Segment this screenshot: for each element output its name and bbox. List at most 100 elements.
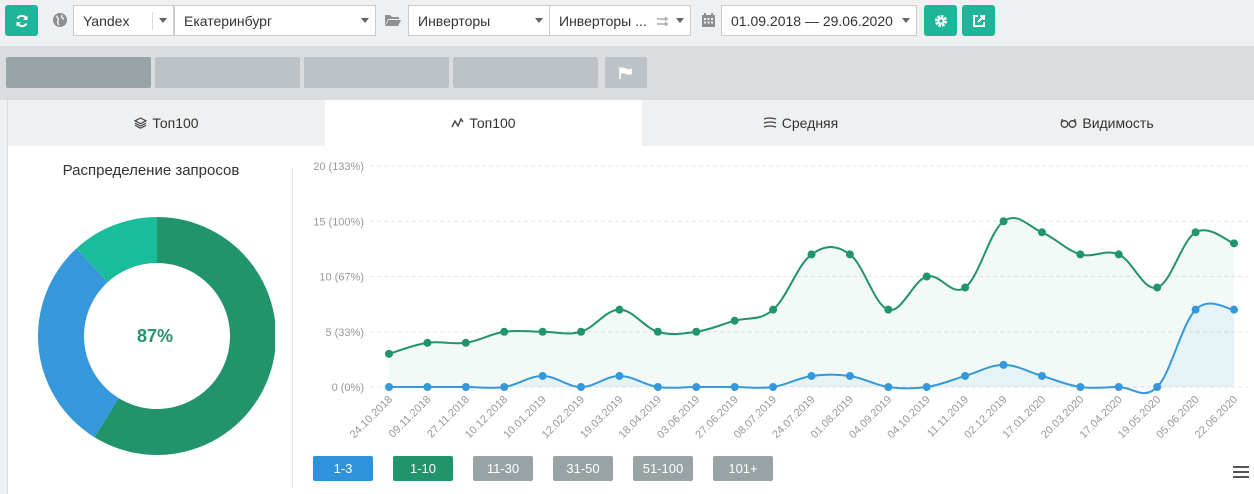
legend-button-11-30[interactable]: 11-30 xyxy=(473,456,533,481)
legend-button-51-100[interactable]: 51-100 xyxy=(633,456,693,481)
data-point[interactable] xyxy=(1114,250,1123,259)
group-select[interactable]: Инверторы ... xyxy=(549,5,691,36)
data-point[interactable] xyxy=(385,383,393,391)
tab-label: Средняя xyxy=(781,115,839,131)
tab-top100-layers[interactable]: Топ100 xyxy=(8,100,325,146)
tab-top100-chart[interactable]: Топ100 xyxy=(325,100,642,146)
data-point[interactable] xyxy=(1037,228,1046,237)
date-range-value: 01.09.2018 — 29.06.2020 xyxy=(731,12,893,29)
y-tick-label: 5 (33%) xyxy=(325,327,364,339)
y-tick-label: 10 (67%) xyxy=(319,272,364,284)
data-point[interactable] xyxy=(730,383,739,391)
data-point[interactable] xyxy=(461,338,470,347)
pie-slice-1[interactable] xyxy=(94,217,277,455)
data-point[interactable] xyxy=(999,360,1008,369)
project-value: Инверторы xyxy=(418,12,491,29)
data-point[interactable] xyxy=(1076,250,1085,259)
pie-slice-3[interactable] xyxy=(76,217,157,283)
series-area-2 xyxy=(389,303,1234,394)
refresh-button[interactable] xyxy=(5,5,38,36)
tab-label: Видимость xyxy=(1082,115,1154,131)
toolbar: Yandex Екатеринбург Инверторы Инверторы … xyxy=(0,0,1254,46)
tab-visibility[interactable]: Видимость xyxy=(959,100,1254,146)
data-point[interactable] xyxy=(423,338,432,347)
data-point[interactable] xyxy=(922,383,931,391)
tab-label: Топ100 xyxy=(152,115,199,131)
glasses-icon xyxy=(1060,118,1077,128)
data-point[interactable] xyxy=(1230,305,1238,314)
filter-pill-1[interactable] xyxy=(6,57,151,88)
project-select[interactable]: Инверторы xyxy=(408,5,550,36)
engine-select[interactable]: Yandex xyxy=(73,5,174,36)
data-point[interactable] xyxy=(961,371,970,380)
export-icon xyxy=(972,14,985,27)
tab-average[interactable]: Средняя xyxy=(642,100,959,146)
region-value: Екатеринбург xyxy=(184,12,273,29)
data-point[interactable] xyxy=(961,283,970,292)
chevron-down-icon xyxy=(676,18,684,23)
data-point[interactable] xyxy=(807,250,816,259)
data-point[interactable] xyxy=(1114,383,1123,391)
date-range-select[interactable]: 01.09.2018 — 29.06.2020 xyxy=(721,5,917,36)
data-point[interactable] xyxy=(845,371,854,380)
data-point[interactable] xyxy=(615,371,624,380)
filter-row xyxy=(0,46,1254,100)
pie-center-label: 87% xyxy=(136,325,174,346)
data-point[interactable] xyxy=(692,327,701,336)
chart-menu-button[interactable] xyxy=(1233,466,1249,480)
chevron-down-icon xyxy=(361,18,369,23)
data-point[interactable] xyxy=(538,327,547,336)
data-point[interactable] xyxy=(845,250,854,259)
data-point[interactable] xyxy=(807,371,816,380)
pie-title: Распределение запросов xyxy=(62,162,240,179)
data-point[interactable] xyxy=(385,349,393,358)
data-point[interactable] xyxy=(653,383,662,391)
filter-pill-3[interactable] xyxy=(304,57,449,88)
tab-label: Топ100 xyxy=(469,115,516,131)
data-point[interactable] xyxy=(1191,228,1200,237)
data-point[interactable] xyxy=(538,371,547,380)
data-point[interactable] xyxy=(922,272,931,281)
series-area-1 xyxy=(389,217,1234,387)
data-point[interactable] xyxy=(999,217,1008,226)
legend-button-1-3[interactable]: 1-3 xyxy=(313,456,373,481)
data-point[interactable] xyxy=(1191,305,1200,314)
data-point[interactable] xyxy=(500,327,509,336)
y-tick-label: 20 (133%) xyxy=(313,161,364,173)
chevron-down-icon xyxy=(159,18,167,23)
data-point[interactable] xyxy=(1153,383,1162,391)
export-button[interactable] xyxy=(962,5,995,36)
line-chart-icon xyxy=(451,117,464,128)
data-point[interactable] xyxy=(884,305,893,314)
data-point[interactable] xyxy=(615,305,624,314)
region-select[interactable]: Екатеринбург xyxy=(174,5,376,36)
data-point[interactable] xyxy=(461,383,470,391)
data-point[interactable] xyxy=(577,327,586,336)
layers-icon xyxy=(134,117,148,129)
legend-button-101+[interactable]: 101+ xyxy=(713,456,773,481)
legend-button-31-50[interactable]: 31-50 xyxy=(553,456,613,481)
data-point[interactable] xyxy=(1230,239,1238,248)
data-point[interactable] xyxy=(423,383,432,391)
data-point[interactable] xyxy=(1076,383,1085,391)
filter-pill-2[interactable] xyxy=(155,57,300,88)
data-point[interactable] xyxy=(1037,371,1046,380)
data-point[interactable] xyxy=(769,383,778,391)
settings-button[interactable] xyxy=(924,5,957,36)
tab-bar: Топ100 Топ100 Средняя Видимость xyxy=(8,100,1254,146)
filter-pill-4[interactable] xyxy=(453,57,598,88)
data-point[interactable] xyxy=(500,383,509,391)
lines-icon xyxy=(763,117,777,128)
data-point[interactable] xyxy=(692,383,701,391)
pie-chart: 87% xyxy=(35,212,277,460)
data-point[interactable] xyxy=(653,327,662,336)
chevron-down-icon xyxy=(535,18,543,23)
data-point[interactable] xyxy=(769,305,778,314)
data-point[interactable] xyxy=(1153,283,1162,292)
data-point[interactable] xyxy=(577,383,586,391)
data-point[interactable] xyxy=(884,383,893,391)
pie-slice-2[interactable] xyxy=(37,248,119,438)
flag-button[interactable] xyxy=(605,57,647,88)
legend-button-1-10[interactable]: 1-10 xyxy=(393,456,453,481)
data-point[interactable] xyxy=(730,316,739,325)
